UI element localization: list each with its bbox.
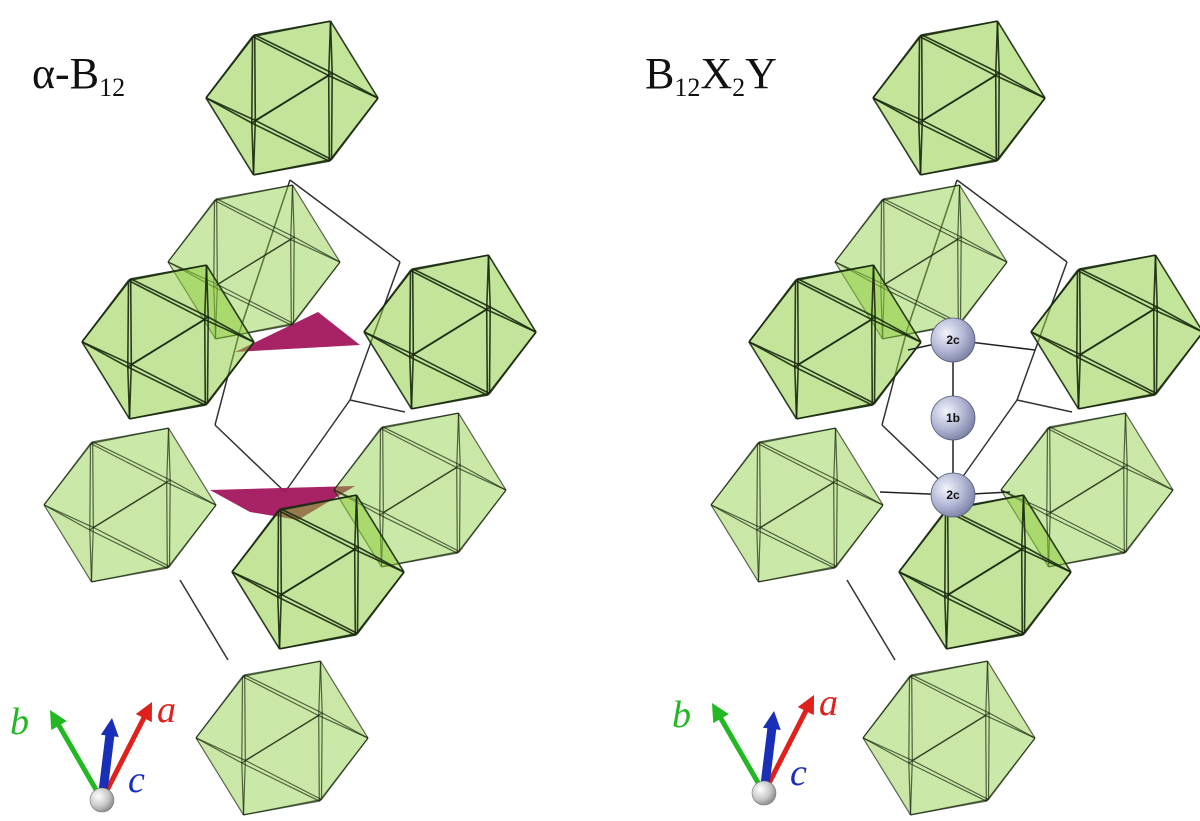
- axes-origin-sphere: [751, 780, 777, 806]
- axis-b-arrow: [50, 710, 105, 803]
- icosahedron-Rb3: [862, 660, 1036, 816]
- boron-plane-lower: [210, 486, 355, 520]
- icosahedron-Lb3: [195, 660, 369, 816]
- atom-site-2c-2: 2c: [930, 472, 976, 518]
- icosahedron-Rf0: [872, 20, 1046, 176]
- icosahedron-Rf2: [1030, 254, 1200, 410]
- axis-a-label: a: [157, 689, 176, 731]
- icosahedron-Lf1: [81, 264, 255, 420]
- axis-c-label: c: [128, 759, 145, 801]
- axis-b-label: b: [672, 694, 691, 736]
- icosahedron-Rb2: [1000, 412, 1174, 568]
- boron-planes: [210, 312, 360, 520]
- icosahedron-Lf3: [231, 494, 405, 650]
- atom-site-1b-1: 1b: [930, 395, 976, 441]
- axes-triad-left: a b c: [10, 689, 176, 813]
- icosahedron-Rb1: [710, 427, 884, 583]
- boron-plane-upper: [235, 312, 360, 352]
- axis-a-label: a: [819, 682, 838, 724]
- icosahedron-Lb2: [333, 412, 507, 568]
- panel-alpha-b12: α-B12 a b c: [10, 20, 537, 816]
- axes-origin-sphere: [89, 787, 115, 813]
- icosahedron-Rf1: [748, 264, 922, 420]
- panel-title-alpha-b12: α-B12: [32, 49, 125, 102]
- axes-triad-right: a b c: [672, 682, 838, 806]
- atom-label: 1b: [946, 411, 960, 425]
- axis-c-label: c: [790, 752, 807, 794]
- atom-site-2c-0: 2c: [930, 317, 976, 363]
- icosahedron-Lf2: [363, 254, 537, 410]
- panel-b12x2y: 2c 1b 2c B12X2Y a b c: [645, 20, 1200, 816]
- atom-label: 2c: [946, 333, 960, 347]
- icosahedron-Lf0: [205, 20, 379, 176]
- panel-title-b12x2y: B12X2Y: [645, 49, 777, 102]
- icosahedra-group: [43, 20, 537, 816]
- atom-label: 2c: [946, 488, 960, 502]
- axis-b-arrow: [712, 703, 767, 796]
- icosahedron-Lb1: [43, 427, 217, 583]
- axis-a-arrow: [99, 702, 152, 803]
- axis-a-arrow: [761, 695, 814, 796]
- axis-b-label: b: [10, 701, 29, 743]
- icosahedron-Rb0: [834, 184, 1008, 340]
- interstitial-atoms: 2c 1b 2c: [879, 317, 1036, 518]
